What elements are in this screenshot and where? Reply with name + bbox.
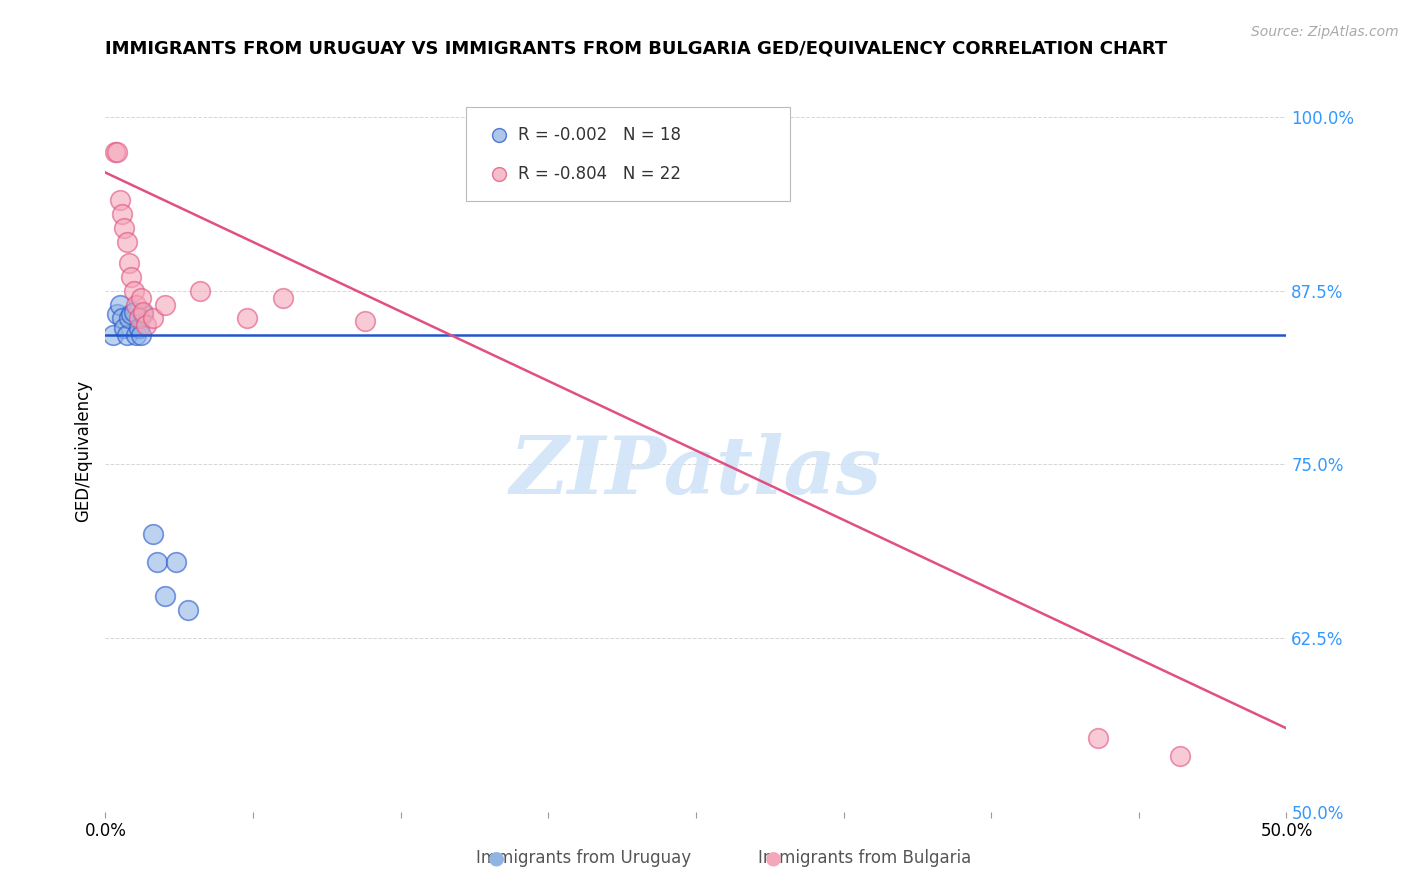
Point <box>105 145 128 159</box>
Point <box>153 297 176 311</box>
Point <box>111 207 134 221</box>
Point <box>142 526 165 541</box>
Point <box>1087 731 1109 745</box>
Point <box>104 145 127 159</box>
Point <box>112 321 135 335</box>
Point <box>236 311 259 326</box>
Text: R = -0.804   N = 22: R = -0.804 N = 22 <box>517 165 681 183</box>
Point <box>112 221 135 235</box>
Point <box>115 235 138 249</box>
Point <box>271 291 294 305</box>
Point <box>142 311 165 326</box>
Text: Immigrants from Uruguay: Immigrants from Uruguay <box>475 849 692 867</box>
Point <box>122 304 145 318</box>
FancyBboxPatch shape <box>465 107 790 202</box>
Point <box>132 304 155 318</box>
Point <box>120 307 142 321</box>
Point <box>108 297 131 311</box>
Point <box>125 328 148 343</box>
Point <box>177 603 200 617</box>
Point <box>132 307 155 321</box>
Point <box>111 311 134 326</box>
Text: Immigrants from Bulgaria: Immigrants from Bulgaria <box>758 849 972 867</box>
Point <box>880 197 903 211</box>
Point <box>129 328 152 343</box>
Point <box>122 284 145 298</box>
Point <box>128 311 150 326</box>
Point <box>153 590 176 604</box>
Point <box>135 318 157 333</box>
Text: ●: ● <box>765 848 782 867</box>
Point <box>118 311 141 326</box>
Point <box>146 555 169 569</box>
Text: ●: ● <box>488 848 505 867</box>
Text: ZIPatlas: ZIPatlas <box>510 434 882 511</box>
Point <box>188 284 211 298</box>
Point <box>880 272 903 286</box>
Point <box>165 555 187 569</box>
Y-axis label: GED/Equivalency: GED/Equivalency <box>75 379 93 522</box>
Point <box>1168 749 1191 764</box>
Point <box>108 194 131 208</box>
Point <box>105 307 128 321</box>
Point <box>115 328 138 343</box>
Point <box>101 328 124 343</box>
Text: IMMIGRANTS FROM URUGUAY VS IMMIGRANTS FROM BULGARIA GED/EQUIVALENCY CORRELATION : IMMIGRANTS FROM URUGUAY VS IMMIGRANTS FR… <box>105 40 1168 58</box>
Point <box>120 269 142 284</box>
Point <box>125 297 148 311</box>
Point <box>118 256 141 270</box>
Point <box>129 291 152 305</box>
Point <box>354 314 377 328</box>
Text: R = -0.002   N = 18: R = -0.002 N = 18 <box>517 126 681 144</box>
Text: Source: ZipAtlas.com: Source: ZipAtlas.com <box>1251 25 1399 39</box>
Point <box>128 321 150 335</box>
